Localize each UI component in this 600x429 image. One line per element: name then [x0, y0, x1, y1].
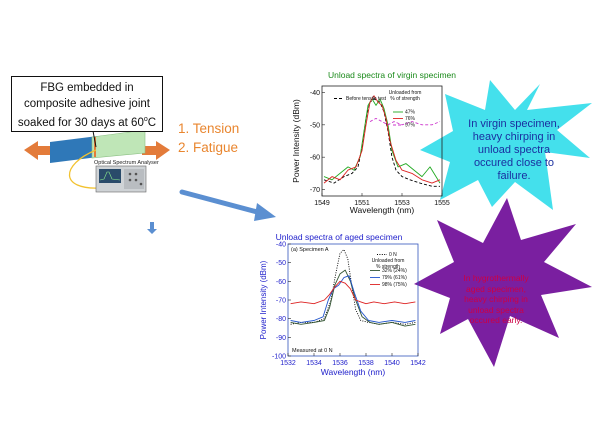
- chart-virgin: Unload spectra of virgin specimen 1549 15…: [291, 70, 456, 215]
- caption-degree-sup: o: [143, 116, 148, 123]
- callout-star-purple: [414, 198, 592, 367]
- y-tick-label: -60: [310, 155, 320, 162]
- callout-line: occured close to: [473, 157, 555, 169]
- specimen-caption: FBG embedded in composite adhesive joint…: [11, 76, 163, 132]
- legend-title-line: Unloaded from: [389, 90, 422, 96]
- caption-line: FBG embedded in: [40, 82, 134, 94]
- y-tick-label: -70: [310, 187, 320, 194]
- y-tick-label: -60: [276, 279, 286, 286]
- step-fatigue: 2. Fatigue: [178, 140, 239, 155]
- callout-line: heavy chirping in: [464, 294, 528, 304]
- y-tick-label: -80: [276, 316, 286, 323]
- y-tick-label: -90: [276, 335, 286, 342]
- callout-burst-cyan: [420, 80, 592, 210]
- chart-virgin-xlabel: Wavelength (nm): [350, 205, 415, 215]
- series-line: [290, 275, 416, 323]
- legend-entry: 47%: [405, 110, 416, 116]
- legend-entry: 32% (24%): [382, 268, 407, 274]
- x-tick-label: 1555: [434, 200, 450, 207]
- chart-aged-xlabel: Wavelength (nm): [321, 367, 386, 377]
- x-tick-label: 1534: [306, 360, 322, 367]
- optical-fiber: [68, 149, 101, 189]
- x-tick-label: 1549: [314, 200, 330, 207]
- legend-title-line: Unloaded from: [372, 258, 405, 264]
- callout-purple-text: In hygrothermally aged specimen, heavy c…: [450, 273, 542, 326]
- chart-virgin-title: Unload spectra of virgin specimen: [328, 70, 456, 80]
- callout-line: heavy chirping in: [472, 131, 556, 143]
- chart-aged-panel-label: (a) Specimen A: [291, 247, 329, 253]
- y-tick-label: -70: [276, 298, 286, 305]
- callout-cyan-text: In virgin specimen, heavy chirping in un…: [466, 118, 562, 183]
- legend-title-line: % of strength: [390, 96, 420, 102]
- y-tick-label: -40: [276, 242, 286, 249]
- legend-entry: 97%: [405, 123, 416, 129]
- callout-line: aged specimen,: [465, 283, 526, 294]
- chart-aged-annotation: Measured at 0 N: [292, 348, 333, 354]
- x-tick-label: 1542: [410, 360, 426, 367]
- callout-line: unload spectra: [477, 144, 551, 156]
- composite-plate-blue: [50, 136, 98, 163]
- legend-entry: 0 N: [389, 252, 397, 258]
- legend-entry: Before tensile test: [346, 96, 387, 102]
- legend-entry: 76%: [405, 116, 416, 122]
- series-line: [290, 280, 416, 305]
- down-arrow: [147, 222, 157, 234]
- caption-pointer: [92, 130, 97, 148]
- callout-line: In hygrothermally: [463, 273, 529, 283]
- composite-plate-green: [91, 129, 146, 159]
- flow-arrow: [179, 189, 276, 221]
- callout-line: failure.: [497, 170, 531, 182]
- series-line: [323, 95, 441, 184]
- y-tick-label: -40: [310, 90, 320, 97]
- chart-aged-ylabel: Power Intensity (dBm): [259, 260, 268, 339]
- legend-title-line: % strength: [376, 264, 400, 270]
- test-steps: 1. Tension 2. Fatigue: [178, 119, 239, 157]
- y-tick-label: -100: [272, 354, 286, 361]
- series-line: [323, 98, 440, 187]
- callout-line: occured early.: [469, 315, 523, 325]
- caption-line: composite adhesive joint: [24, 98, 150, 110]
- chart-aged-title: Unload spectra of aged specimen: [276, 232, 403, 242]
- y-tick-label: -50: [276, 260, 286, 267]
- step-tension: 1. Tension: [178, 121, 240, 136]
- analyser-label: Optical Spectrum Analyser: [94, 160, 159, 166]
- caption-line: soaked for 30 days at 60oC: [12, 112, 162, 131]
- x-tick-label: 1540: [384, 360, 400, 367]
- specimen-setup: [24, 129, 170, 234]
- legend-entry: 98% (75%): [382, 282, 407, 288]
- left-arrow: [24, 141, 52, 160]
- callout-line: unload spectra: [468, 304, 524, 315]
- y-tick-label: -50: [310, 122, 320, 129]
- caption-unit: C: [147, 116, 157, 129]
- chart-aged-legend: Unloaded from % strength 0 N 32% (24%)79%…: [370, 252, 407, 288]
- chart-virgin-plot-area: [321, 85, 443, 197]
- right-arrow: [142, 141, 170, 160]
- legend-entry: 79% (61%): [382, 275, 407, 281]
- x-tick-label: 1538: [358, 360, 374, 367]
- x-tick-label: 1551: [354, 200, 370, 207]
- series-line: [323, 98, 441, 184]
- caption-line-text: soaked for 30 days at 60: [17, 116, 144, 129]
- series-line: [369, 117, 441, 126]
- x-tick-label: 1532: [280, 360, 296, 367]
- callout-line: In virgin specimen,: [468, 118, 560, 130]
- x-tick-label: 1553: [394, 200, 410, 207]
- chart-virgin-ylabel: Power Intensity (dBm): [291, 99, 301, 183]
- optical-spectrum-analyser: [95, 165, 147, 193]
- x-tick-label: 1536: [332, 360, 348, 367]
- chart-aged: Unload spectra of aged specimen 1532 1534…: [259, 232, 426, 377]
- chart-virgin-legend: Unloaded from % of strength Before tensi…: [334, 90, 421, 129]
